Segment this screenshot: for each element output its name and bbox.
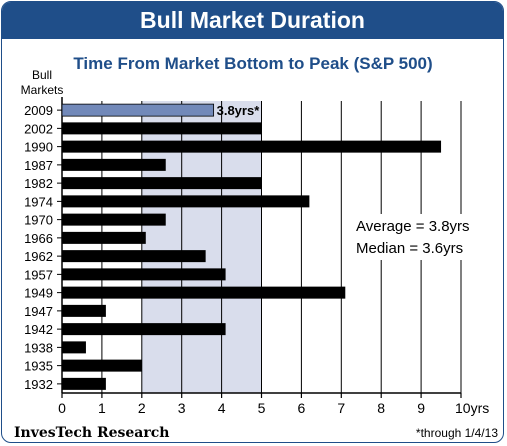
y-tick-label: 1942 [24,322,53,337]
footnote: *through 1/4/13 [416,426,498,440]
y-tick-label: 1987 [24,158,53,173]
y-axis-title: Bull [32,68,52,82]
y-tick-label: 1932 [24,377,53,392]
bar [62,195,310,208]
x-tick-label: 4 [218,400,226,416]
bar [62,213,166,226]
x-tick-label: 7 [337,400,345,416]
y-tick-label: 1962 [24,249,53,264]
y-tick-label: 1966 [24,231,53,246]
y-tick-label: 1982 [24,176,53,191]
average-annotation: Average = 3.8yrs [356,218,470,235]
bar [62,286,346,299]
x-tick-label: 0 [58,400,66,416]
median-annotation: Median = 3.6yrs [356,240,463,257]
annotation-background [350,214,478,260]
x-tick-label: 10yrs [455,400,489,416]
bar [62,377,106,390]
x-tick-label: 8 [377,400,385,416]
bar [62,140,442,153]
bar [62,268,226,281]
y-tick-label: 2002 [24,121,53,136]
y-tick-label: 1949 [24,286,53,301]
bar-highlight [61,103,215,117]
bar [62,250,206,263]
x-tick-label: 6 [298,400,306,416]
x-tick-label: 3 [178,400,186,416]
y-tick-label: 1935 [24,359,53,374]
bar [62,122,262,135]
y-tick-label: 2009 [24,103,53,118]
bar [62,341,86,354]
y-axis-title: Markets [21,83,64,97]
bar [62,323,226,336]
source-label: InvesTech Research [14,425,169,441]
bar [62,231,146,244]
y-tick-label: 1938 [24,340,53,355]
bar [62,304,106,317]
chart-header-title: Bull Market Duration [2,2,503,39]
x-tick-label: 2 [138,400,146,416]
chart-subtitle: Time From Market Bottom to Peak (S&P 500… [73,54,432,73]
y-tick-label: 1974 [24,194,53,209]
bar [62,359,142,372]
y-tick-label: 1957 [24,267,53,282]
bar [62,177,262,190]
bar [62,158,166,171]
y-tick-label: 1990 [24,140,53,155]
y-tick-label: 1970 [24,213,53,228]
x-tick-label: 5 [258,400,266,416]
x-tick-label: 9 [417,400,425,416]
y-tick-label: 1947 [24,304,53,319]
x-tick-label: 1 [98,400,106,416]
bar-data-label: 3.8yrs* [217,103,261,118]
